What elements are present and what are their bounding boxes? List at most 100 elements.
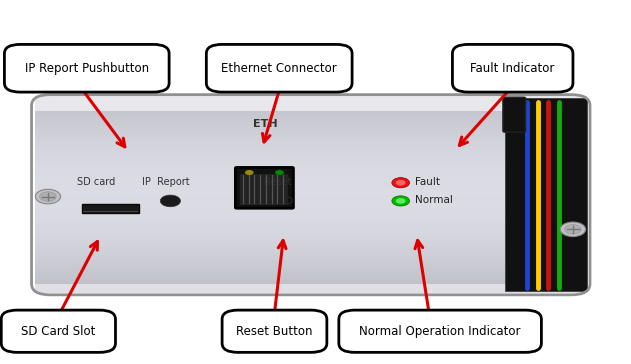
Bar bbox=[35, 123, 587, 126]
Bar bbox=[35, 185, 587, 188]
Bar bbox=[35, 152, 587, 155]
Circle shape bbox=[245, 170, 254, 175]
Bar bbox=[35, 119, 587, 123]
Bar bbox=[35, 277, 587, 280]
Text: Normal Operation Indicator: Normal Operation Indicator bbox=[360, 325, 521, 338]
FancyBboxPatch shape bbox=[452, 44, 573, 92]
Text: Fault Indicator: Fault Indicator bbox=[471, 62, 555, 75]
Bar bbox=[35, 270, 587, 273]
FancyBboxPatch shape bbox=[222, 310, 327, 352]
Bar bbox=[35, 96, 587, 111]
Bar bbox=[35, 214, 587, 218]
Bar bbox=[35, 191, 587, 195]
Bar bbox=[35, 267, 587, 270]
Text: Normal: Normal bbox=[415, 195, 453, 205]
FancyArrowPatch shape bbox=[275, 241, 286, 309]
FancyBboxPatch shape bbox=[339, 310, 541, 352]
Circle shape bbox=[35, 189, 61, 204]
FancyBboxPatch shape bbox=[503, 97, 526, 132]
Bar bbox=[35, 110, 587, 113]
Bar bbox=[35, 228, 587, 231]
Bar bbox=[35, 155, 587, 159]
Bar bbox=[35, 244, 587, 247]
Text: SD card: SD card bbox=[77, 177, 115, 187]
FancyArrowPatch shape bbox=[62, 241, 97, 309]
Bar bbox=[35, 205, 587, 208]
Bar bbox=[35, 159, 587, 162]
Bar bbox=[82, 204, 139, 213]
Bar bbox=[35, 100, 587, 103]
Circle shape bbox=[281, 197, 293, 203]
Bar bbox=[35, 257, 587, 260]
Bar bbox=[35, 129, 587, 132]
Bar bbox=[35, 198, 587, 201]
Circle shape bbox=[560, 222, 586, 237]
Bar bbox=[35, 106, 587, 110]
Bar bbox=[35, 146, 587, 149]
FancyBboxPatch shape bbox=[206, 44, 352, 92]
Bar bbox=[35, 136, 587, 139]
Bar bbox=[35, 284, 587, 293]
Bar bbox=[35, 264, 587, 267]
Bar bbox=[35, 260, 587, 264]
Bar bbox=[35, 237, 587, 241]
Circle shape bbox=[160, 195, 180, 207]
FancyBboxPatch shape bbox=[4, 44, 169, 92]
Bar bbox=[35, 126, 587, 129]
FancyBboxPatch shape bbox=[1, 310, 115, 352]
Text: Reset: Reset bbox=[264, 177, 292, 187]
Bar bbox=[83, 211, 138, 212]
Bar bbox=[35, 254, 587, 257]
Circle shape bbox=[396, 180, 406, 186]
Circle shape bbox=[396, 198, 406, 204]
Circle shape bbox=[275, 170, 284, 175]
Bar bbox=[35, 113, 587, 116]
Bar bbox=[35, 231, 587, 234]
Circle shape bbox=[565, 225, 581, 234]
Bar bbox=[35, 273, 587, 277]
Bar bbox=[35, 241, 587, 244]
Bar bbox=[35, 283, 587, 286]
FancyArrowPatch shape bbox=[262, 93, 278, 142]
FancyArrowPatch shape bbox=[415, 241, 428, 309]
Bar bbox=[35, 247, 587, 250]
Circle shape bbox=[40, 192, 56, 201]
FancyBboxPatch shape bbox=[235, 167, 293, 208]
Text: ETH: ETH bbox=[252, 119, 278, 129]
Bar bbox=[35, 169, 587, 172]
Bar bbox=[35, 165, 587, 169]
Text: SD Card Slot: SD Card Slot bbox=[21, 325, 95, 338]
Bar bbox=[35, 175, 587, 178]
Bar bbox=[35, 139, 587, 142]
Bar bbox=[35, 250, 587, 254]
Bar bbox=[35, 178, 587, 182]
Circle shape bbox=[392, 196, 410, 206]
Text: Ethernet Connector: Ethernet Connector bbox=[221, 62, 337, 75]
Bar bbox=[35, 195, 587, 198]
FancyArrowPatch shape bbox=[85, 92, 125, 147]
Bar bbox=[35, 142, 587, 146]
Bar bbox=[240, 174, 288, 205]
Bar bbox=[35, 221, 587, 224]
Bar bbox=[505, 98, 587, 291]
Bar bbox=[35, 132, 587, 136]
Bar bbox=[35, 103, 587, 106]
Bar bbox=[35, 149, 587, 152]
Text: Fault: Fault bbox=[415, 177, 440, 187]
FancyArrowPatch shape bbox=[459, 92, 507, 145]
Bar bbox=[35, 116, 587, 119]
Text: Reset Button: Reset Button bbox=[236, 325, 313, 338]
Bar bbox=[35, 290, 587, 293]
Bar bbox=[35, 286, 587, 290]
Bar bbox=[35, 211, 587, 214]
Bar bbox=[35, 182, 587, 185]
Circle shape bbox=[392, 178, 410, 188]
Bar bbox=[35, 201, 587, 205]
Bar bbox=[35, 96, 587, 100]
Bar bbox=[35, 218, 587, 221]
Bar bbox=[35, 172, 587, 175]
Bar bbox=[35, 234, 587, 237]
Bar bbox=[35, 208, 587, 211]
Text: IP Report Pushbutton: IP Report Pushbutton bbox=[25, 62, 149, 75]
Bar bbox=[35, 188, 587, 191]
